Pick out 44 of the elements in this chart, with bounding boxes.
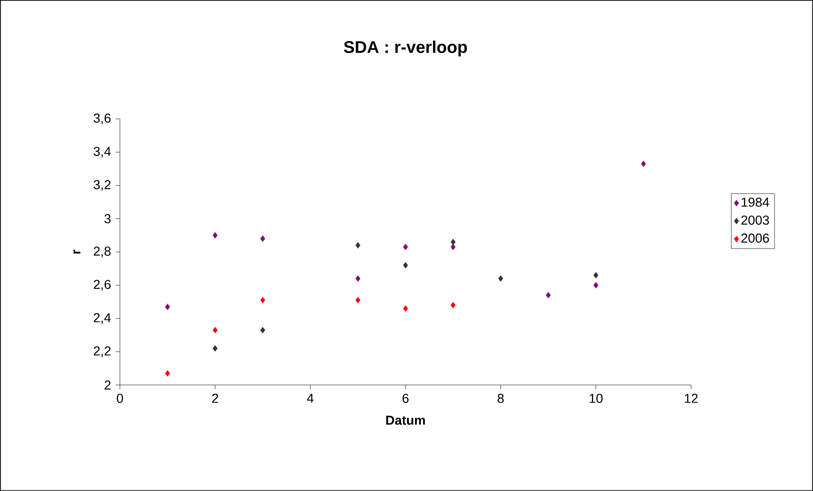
y-tick-label: 3 <box>104 214 111 224</box>
point <box>260 297 266 304</box>
x-axis-title: Datum <box>386 416 425 425</box>
point <box>260 236 266 242</box>
point <box>165 370 170 377</box>
point <box>403 244 408 250</box>
y-tick-label: 3,2 <box>94 180 111 191</box>
point <box>355 242 360 249</box>
point <box>641 160 646 168</box>
y-tick-label: 2,8 <box>94 246 111 258</box>
point <box>260 326 266 334</box>
point <box>593 282 598 288</box>
x-tick-label: 12 <box>684 394 698 403</box>
y-axis-title: r <box>73 250 80 254</box>
point <box>212 326 218 334</box>
point <box>403 262 408 268</box>
y-tick-label: 3,6 <box>94 114 111 124</box>
point <box>546 292 551 298</box>
y-tick-label: 2,6 <box>94 280 111 291</box>
x-tick-label: 10 <box>590 394 603 403</box>
point <box>403 305 408 312</box>
x-tick-label: 6 <box>402 394 409 403</box>
point <box>450 302 456 308</box>
legend-label: 1984 <box>742 198 770 207</box>
point <box>450 238 456 246</box>
point <box>355 297 360 304</box>
x-tick-label: 4 <box>307 394 314 403</box>
point <box>165 304 170 310</box>
x-tick-label: 8 <box>498 394 504 403</box>
x-tick-label: 0 <box>116 394 124 403</box>
legend-label: 2003 <box>741 216 769 225</box>
point <box>212 345 218 352</box>
legend-label: 2006 <box>741 234 769 243</box>
y-tick-label: 3,4 <box>94 146 111 158</box>
y-tick-label: 2,4 <box>94 313 111 324</box>
point <box>212 232 218 239</box>
x-tick-label: 2 <box>212 394 218 403</box>
y-tick-label: 2,2 <box>94 346 111 358</box>
point <box>450 244 456 250</box>
chart-title: SDA : r-verloop <box>344 40 467 56</box>
point <box>498 275 504 282</box>
point <box>355 275 360 282</box>
y-tick-label: 2 <box>104 380 111 390</box>
point <box>593 272 598 278</box>
